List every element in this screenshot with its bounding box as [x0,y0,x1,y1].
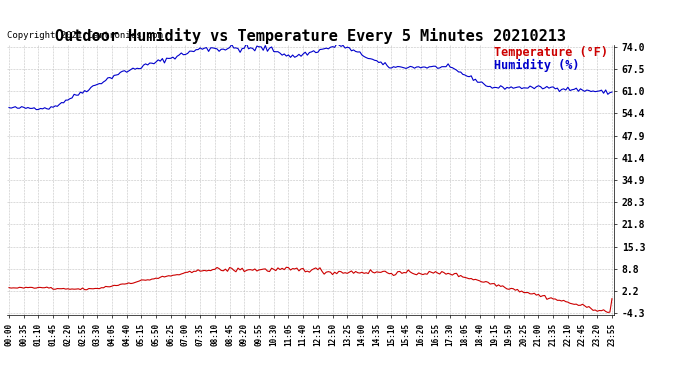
Legend: Temperature (°F), Humidity (%): Temperature (°F), Humidity (%) [494,45,608,72]
Text: Copyright 2021 Cartronics.com: Copyright 2021 Cartronics.com [7,31,163,40]
Title: Outdoor Humidity vs Temperature Every 5 Minutes 20210213: Outdoor Humidity vs Temperature Every 5 … [55,28,566,44]
